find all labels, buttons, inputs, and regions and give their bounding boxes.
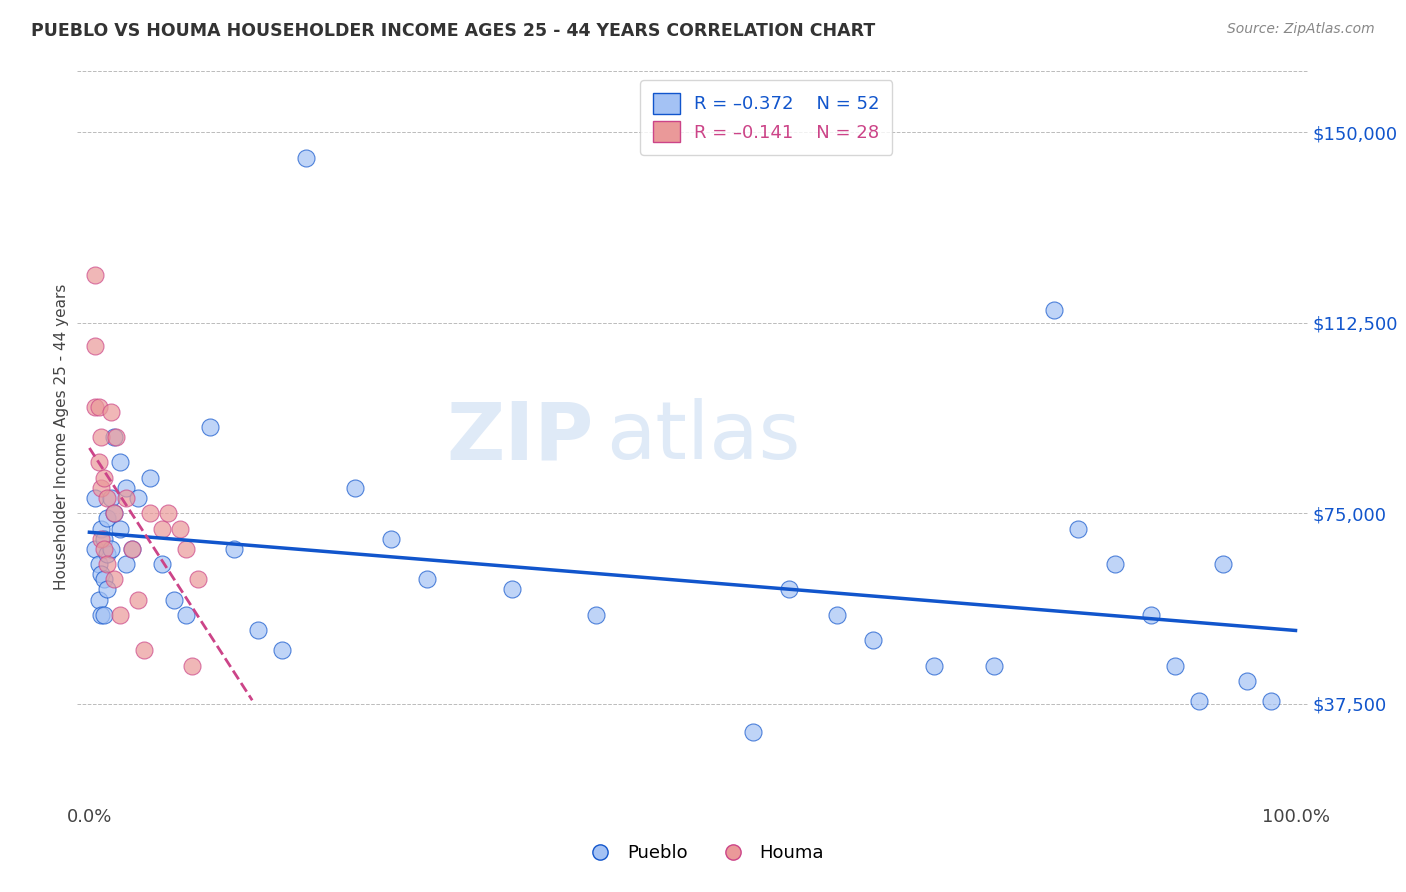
Point <box>96 511 118 525</box>
Point <box>93 471 115 485</box>
Text: PUEBLO VS HOUMA HOUSEHOLDER INCOME AGES 25 - 44 YEARS CORRELATION CHART: PUEBLO VS HOUMA HOUSEHOLDER INCOME AGES … <box>31 22 875 40</box>
Point <box>90 567 112 582</box>
Point <box>271 643 294 657</box>
Point <box>84 338 107 352</box>
Point <box>96 547 118 561</box>
Point <box>127 592 149 607</box>
Point <box>1260 694 1282 708</box>
Point <box>138 471 160 485</box>
Point <box>343 481 366 495</box>
Point <box>121 541 143 556</box>
Point <box>180 658 202 673</box>
Point <box>87 557 110 571</box>
Point <box>1104 557 1126 571</box>
Point <box>1067 521 1090 535</box>
Point <box>1139 607 1161 622</box>
Point <box>1236 673 1258 688</box>
Point <box>174 541 197 556</box>
Point <box>84 491 107 505</box>
Point <box>90 481 112 495</box>
Legend: Pueblo, Houma: Pueblo, Houma <box>575 838 831 870</box>
Point <box>114 481 136 495</box>
Point <box>138 506 160 520</box>
Point <box>100 541 122 556</box>
Point <box>1043 303 1066 318</box>
Text: ZIP: ZIP <box>447 398 595 476</box>
Point <box>501 582 523 597</box>
Point <box>862 633 884 648</box>
Point <box>174 607 197 622</box>
Point <box>224 541 246 556</box>
Point <box>96 557 118 571</box>
Y-axis label: Householder Income Ages 25 - 44 years: Householder Income Ages 25 - 44 years <box>53 284 69 591</box>
Point <box>90 607 112 622</box>
Point <box>150 521 173 535</box>
Point <box>93 607 115 622</box>
Point <box>93 572 115 586</box>
Point <box>100 405 122 419</box>
Point <box>84 541 107 556</box>
Point <box>87 400 110 414</box>
Point <box>741 724 763 739</box>
Point <box>1188 694 1211 708</box>
Point <box>416 572 439 586</box>
Legend: R = –0.372    N = 52, R = –0.141    N = 28: R = –0.372 N = 52, R = –0.141 N = 28 <box>640 80 893 154</box>
Point <box>103 506 125 520</box>
Point <box>93 541 115 556</box>
Point <box>103 572 125 586</box>
Point <box>778 582 800 597</box>
Point <box>922 658 945 673</box>
Point <box>90 430 112 444</box>
Point <box>90 521 112 535</box>
Point <box>96 491 118 505</box>
Point <box>187 572 209 586</box>
Point <box>127 491 149 505</box>
Point <box>150 557 173 571</box>
Point <box>198 420 221 434</box>
Point <box>295 151 318 165</box>
Point <box>87 592 110 607</box>
Point <box>380 532 402 546</box>
Text: Source: ZipAtlas.com: Source: ZipAtlas.com <box>1227 22 1375 37</box>
Point <box>90 532 112 546</box>
Point <box>132 643 155 657</box>
Point <box>114 491 136 505</box>
Point <box>156 506 179 520</box>
Point <box>103 506 125 520</box>
Point <box>163 592 186 607</box>
Text: atlas: atlas <box>606 398 800 476</box>
Point <box>108 607 131 622</box>
Point <box>87 455 110 469</box>
Point <box>93 532 115 546</box>
Point <box>104 430 127 444</box>
Point <box>96 582 118 597</box>
Point <box>1164 658 1187 673</box>
Point <box>108 521 131 535</box>
Point <box>114 557 136 571</box>
Point <box>100 491 122 505</box>
Point <box>169 521 191 535</box>
Point <box>84 268 107 282</box>
Point <box>121 541 143 556</box>
Point <box>108 455 131 469</box>
Point <box>103 430 125 444</box>
Point <box>1212 557 1234 571</box>
Point <box>247 623 270 637</box>
Point <box>825 607 848 622</box>
Point <box>585 607 607 622</box>
Point <box>84 400 107 414</box>
Point <box>983 658 1005 673</box>
